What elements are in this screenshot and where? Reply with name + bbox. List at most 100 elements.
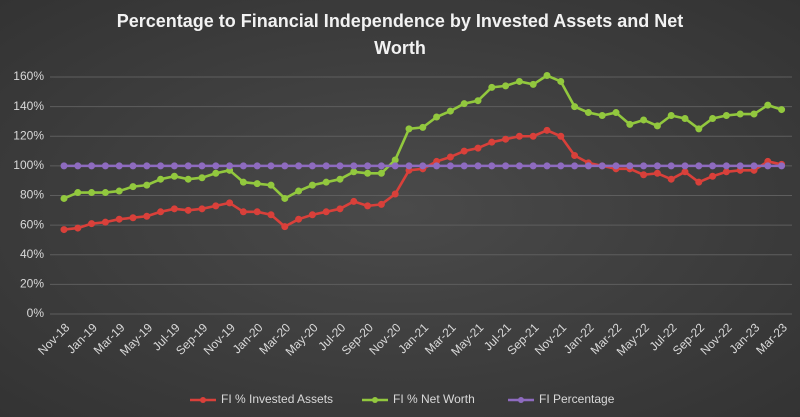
data-point <box>709 114 717 122</box>
data-point <box>557 77 565 85</box>
data-point <box>322 178 330 186</box>
data-point <box>571 152 579 160</box>
data-point <box>88 220 96 228</box>
data-point <box>405 162 413 170</box>
data-point <box>736 162 744 170</box>
data-point <box>308 181 316 189</box>
data-point <box>198 174 206 182</box>
data-point <box>543 162 551 170</box>
y-tick-label: 140% <box>13 99 44 113</box>
legend-marker <box>200 397 206 403</box>
data-point <box>377 169 385 177</box>
data-point <box>488 83 496 91</box>
data-point <box>212 162 220 170</box>
data-point <box>640 162 648 170</box>
data-point <box>750 162 758 170</box>
data-point <box>764 101 772 109</box>
x-tick-label: Nov-19 <box>201 320 238 357</box>
data-point <box>170 205 178 213</box>
data-point <box>474 97 482 105</box>
data-point <box>308 211 316 219</box>
x-tick-label: Nov-22 <box>698 320 735 357</box>
data-point <box>295 187 303 195</box>
data-point <box>640 171 648 179</box>
data-point <box>184 175 192 183</box>
data-point <box>515 77 523 85</box>
data-point <box>722 112 730 120</box>
chart-title: Percentage to Financial Independence by … <box>116 11 684 58</box>
data-point <box>295 162 303 170</box>
data-point <box>709 162 717 170</box>
data-point <box>419 162 427 170</box>
data-point <box>74 189 82 197</box>
data-point <box>74 224 82 232</box>
data-point <box>667 175 675 183</box>
data-point <box>391 156 399 164</box>
data-point <box>543 126 551 134</box>
data-point <box>543 72 551 80</box>
data-point <box>239 162 247 170</box>
data-point <box>598 112 606 120</box>
data-point <box>612 109 620 117</box>
data-point <box>502 135 510 143</box>
data-point <box>653 122 661 130</box>
y-tick-label: 120% <box>13 128 44 142</box>
data-point <box>419 123 427 131</box>
legend-label: FI % Net Worth <box>393 392 475 406</box>
data-point <box>626 120 634 128</box>
data-point <box>143 162 151 170</box>
data-point <box>667 112 675 120</box>
data-point <box>446 153 454 161</box>
data-point <box>515 132 523 140</box>
data-point <box>778 106 786 114</box>
legend-label: FI % Invested Assets <box>221 392 333 406</box>
data-point <box>350 197 358 205</box>
data-point <box>336 175 344 183</box>
data-point <box>736 110 744 118</box>
data-point <box>129 162 137 170</box>
data-point <box>336 162 344 170</box>
data-point <box>709 172 717 180</box>
data-point <box>598 162 606 170</box>
data-point <box>405 125 413 133</box>
x-tick-label: Nov-20 <box>366 320 403 357</box>
data-point <box>446 162 454 170</box>
data-point <box>253 162 261 170</box>
data-point <box>308 162 316 170</box>
data-point <box>695 125 703 133</box>
data-point <box>460 147 468 155</box>
data-point <box>502 82 510 90</box>
y-tick-label: 60% <box>20 217 44 231</box>
y-tick-label: 100% <box>13 158 44 172</box>
data-point <box>295 215 303 223</box>
data-point <box>281 223 289 231</box>
data-point <box>571 162 579 170</box>
data-point <box>364 202 372 210</box>
data-point <box>750 110 758 118</box>
data-point <box>584 109 592 117</box>
data-point <box>212 202 220 210</box>
data-point <box>157 208 165 216</box>
data-point <box>157 162 165 170</box>
data-point <box>433 162 441 170</box>
data-point <box>212 169 220 177</box>
data-point <box>695 178 703 186</box>
legend-label: FI Percentage <box>539 392 615 406</box>
data-point <box>474 162 482 170</box>
data-point <box>101 189 109 197</box>
data-point <box>239 208 247 216</box>
data-point <box>364 162 372 170</box>
data-point <box>653 169 661 177</box>
data-point <box>681 162 689 170</box>
data-point <box>571 103 579 111</box>
data-point <box>253 208 261 216</box>
data-point <box>557 132 565 140</box>
data-point <box>488 138 496 146</box>
data-point <box>60 194 68 202</box>
data-point <box>170 162 178 170</box>
data-point <box>184 162 192 170</box>
data-point <box>653 162 661 170</box>
data-point <box>722 162 730 170</box>
data-point <box>60 162 68 170</box>
